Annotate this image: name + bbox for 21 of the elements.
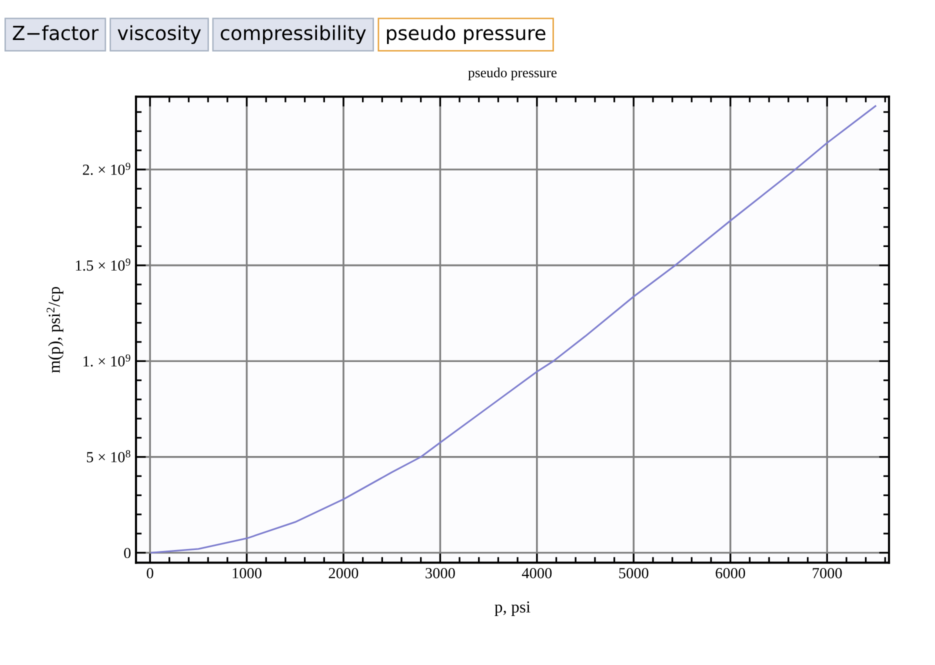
y-axis-title: m(p), psi$^{2}$/cp (46, 286, 64, 373)
y-tick-label: 2. × 10$^{9}$ (82, 162, 130, 175)
y-tick-label: 1.5 × 10$^{9}$ (76, 258, 130, 271)
text: viscosity (118, 25, 201, 44)
x-axis-title: p, psi (494, 601, 530, 616)
y-tick-label: 1. × 10$^{9}$ (84, 354, 130, 367)
y-tick-label: 0 (124, 548, 131, 558)
x-tick-label: 7000 (812, 568, 842, 578)
chart-title: pseudo pressure (468, 68, 557, 80)
text: compressibility (220, 25, 366, 44)
text: Z−factor (12, 25, 99, 40)
x-tick-label: 5000 (619, 568, 648, 578)
text: pseudo pressure (387, 25, 546, 44)
x-tick-label: 0 (146, 568, 154, 578)
x-tick-label: 3000 (426, 568, 455, 578)
x-tick-label: 6000 (716, 568, 746, 578)
x-tick-label: 4000 (522, 568, 552, 578)
y-tick-label: 5 × 10$^{8}$ (86, 450, 130, 462)
x-tick-label: 1000 (232, 568, 262, 578)
x-tick-label: 2000 (328, 568, 358, 578)
line-series (150, 105, 876, 554)
